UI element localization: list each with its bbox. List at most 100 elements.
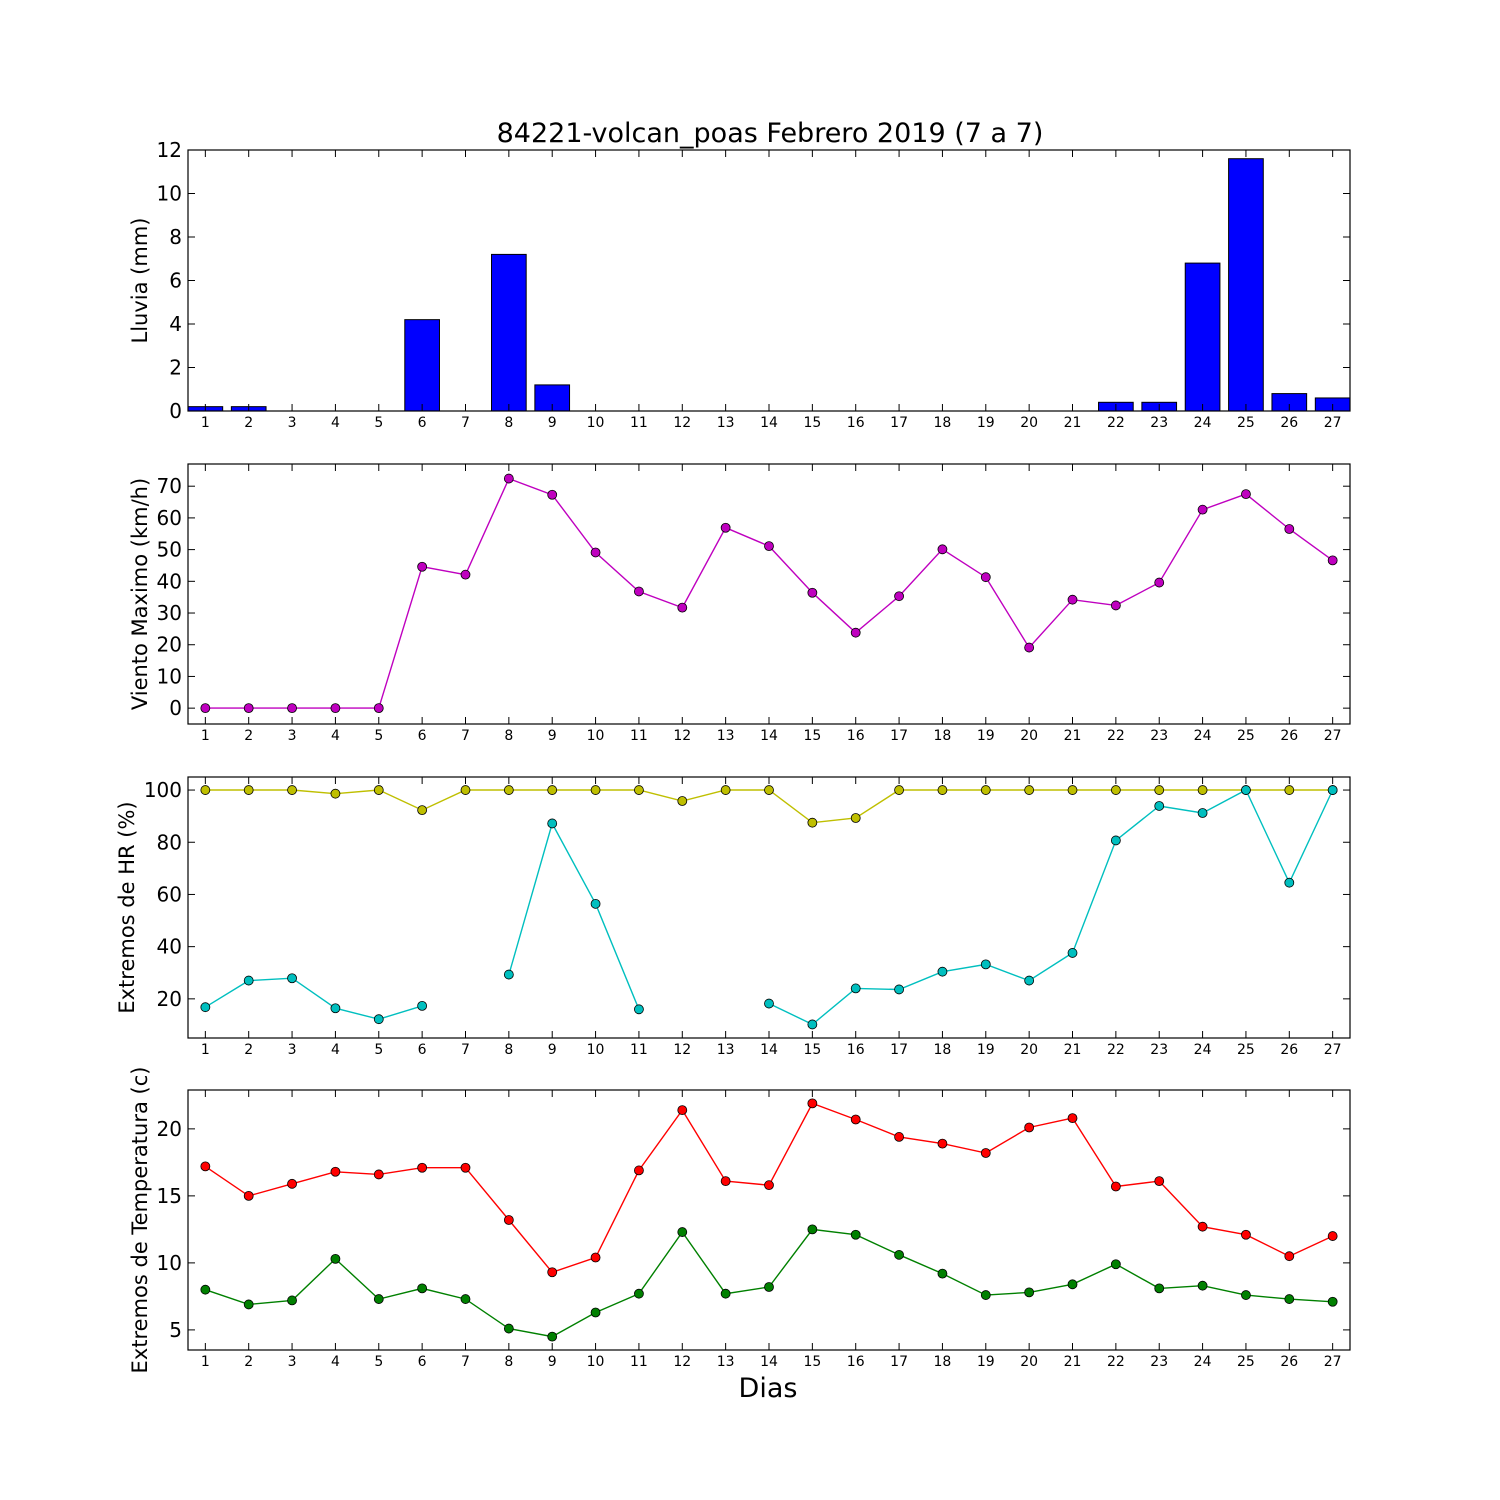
point-day-18 <box>937 1138 948 1149</box>
point-day-8 <box>503 1323 514 1334</box>
y-tick-label: 6 <box>169 269 182 293</box>
x-tick-label: 20 <box>1020 1042 1038 1058</box>
x-tick-label: 2 <box>244 728 253 744</box>
point-day-3 <box>287 703 297 714</box>
point-day-1 <box>200 1284 211 1295</box>
point-day-23 <box>1154 1283 1165 1294</box>
x-tick-label: 8 <box>504 728 513 744</box>
point-day-6 <box>417 1162 428 1173</box>
y-tick-label: 0 <box>169 696 182 720</box>
point-day-4 <box>330 788 341 799</box>
y-tick-label: 20 <box>157 1117 182 1141</box>
point-day-21 <box>1067 1279 1078 1290</box>
point-day-23 <box>1154 577 1165 588</box>
point-day-13 <box>720 1176 731 1187</box>
point-day-18 <box>937 785 948 795</box>
point-day-2 <box>243 1190 254 1201</box>
x-tick-label: 25 <box>1237 1042 1255 1058</box>
point-day-19 <box>980 785 991 795</box>
x-tick-label: 22 <box>1107 728 1125 744</box>
x-tick-label: 26 <box>1280 1354 1298 1370</box>
point-day-9 <box>547 1331 558 1342</box>
chart-title: 84221-volcan_poas Febrero 2019 (7 a 7) <box>497 118 1044 149</box>
point-day-21 <box>1067 1113 1078 1124</box>
bar-day-6 <box>404 319 440 412</box>
point-day-3 <box>287 1178 297 1189</box>
x-tick-label: 21 <box>1064 728 1082 744</box>
point-day-11 <box>634 586 644 597</box>
point-day-25 <box>1241 1290 1251 1300</box>
point-day-25 <box>1241 1229 1251 1240</box>
point-day-26 <box>1284 877 1295 888</box>
point-day-13 <box>720 1288 731 1299</box>
x-tick-label: 17 <box>890 1354 908 1370</box>
point-day-24 <box>1197 785 1208 795</box>
y-tick-label: 20 <box>157 987 182 1011</box>
point-day-9 <box>547 818 558 829</box>
point-day-25 <box>1241 785 1251 795</box>
point-day-27 <box>1327 1296 1338 1307</box>
axes-frame <box>187 149 1351 412</box>
x-tick-label: 12 <box>673 1042 691 1058</box>
x-tick-label: 7 <box>461 1042 470 1058</box>
point-day-3 <box>287 973 297 984</box>
point-day-14 <box>764 1180 774 1191</box>
point-day-8 <box>503 473 514 484</box>
point-day-1 <box>200 1161 211 1172</box>
point-day-22 <box>1110 835 1121 846</box>
point-day-11 <box>634 1288 644 1299</box>
point-day-6 <box>417 1000 428 1011</box>
y-tick-label: 15 <box>157 1184 182 1208</box>
x-tick-label: 21 <box>1064 1042 1082 1058</box>
x-tick-label: 7 <box>461 415 470 431</box>
point-day-6 <box>417 561 428 572</box>
point-day-16 <box>850 983 861 994</box>
point-day-12 <box>677 1227 688 1237</box>
y-tick-label: 2 <box>169 356 182 380</box>
x-tick-label: 15 <box>803 1354 821 1370</box>
point-day-15 <box>807 1019 818 1030</box>
x-tick-label: 19 <box>977 415 995 431</box>
x-tick-label: 15 <box>803 415 821 431</box>
bar-day-24 <box>1184 262 1221 412</box>
y-tick-label: 5 <box>169 1318 182 1342</box>
series-1 <box>200 473 1338 714</box>
x-tick-label: 21 <box>1064 1354 1082 1370</box>
x-tick-label: 5 <box>374 1354 383 1370</box>
x-tick-label: 8 <box>504 1354 513 1370</box>
x-tick-label: 27 <box>1324 415 1342 431</box>
point-day-26 <box>1284 1251 1295 1262</box>
point-day-6 <box>417 1283 428 1294</box>
point-day-15 <box>807 1098 818 1109</box>
x-tick-label: 5 <box>374 728 383 744</box>
point-day-17 <box>894 1132 904 1142</box>
point-day-24 <box>1197 808 1208 818</box>
x-tick-label: 27 <box>1324 728 1342 744</box>
x-tick-label: 16 <box>847 1042 865 1058</box>
x-tick-label: 1 <box>201 1042 210 1058</box>
point-day-11 <box>634 1004 644 1015</box>
x-tick-label: 14 <box>760 728 778 744</box>
point-day-8 <box>503 969 514 980</box>
point-day-7 <box>460 1294 471 1304</box>
point-day-4 <box>330 1253 341 1264</box>
y-tick-label: 10 <box>157 1251 182 1275</box>
x-tick-label: 1 <box>201 728 210 744</box>
point-day-27 <box>1327 1231 1338 1241</box>
point-day-12 <box>677 602 688 613</box>
point-day-11 <box>634 785 644 795</box>
x-tick-label: 5 <box>374 415 383 431</box>
point-day-7 <box>460 569 471 580</box>
point-day-20 <box>1024 785 1035 795</box>
series-1 <box>200 785 1338 828</box>
point-day-10 <box>590 1252 601 1263</box>
x-tick-label: 10 <box>587 1042 605 1058</box>
x-tick-label: 4 <box>331 415 340 431</box>
x-tick-label: 25 <box>1237 415 1255 431</box>
x-tick-label: 9 <box>548 1354 557 1370</box>
x-tick-label: 10 <box>587 415 605 431</box>
point-day-15 <box>807 817 818 828</box>
point-day-16 <box>850 1114 861 1125</box>
